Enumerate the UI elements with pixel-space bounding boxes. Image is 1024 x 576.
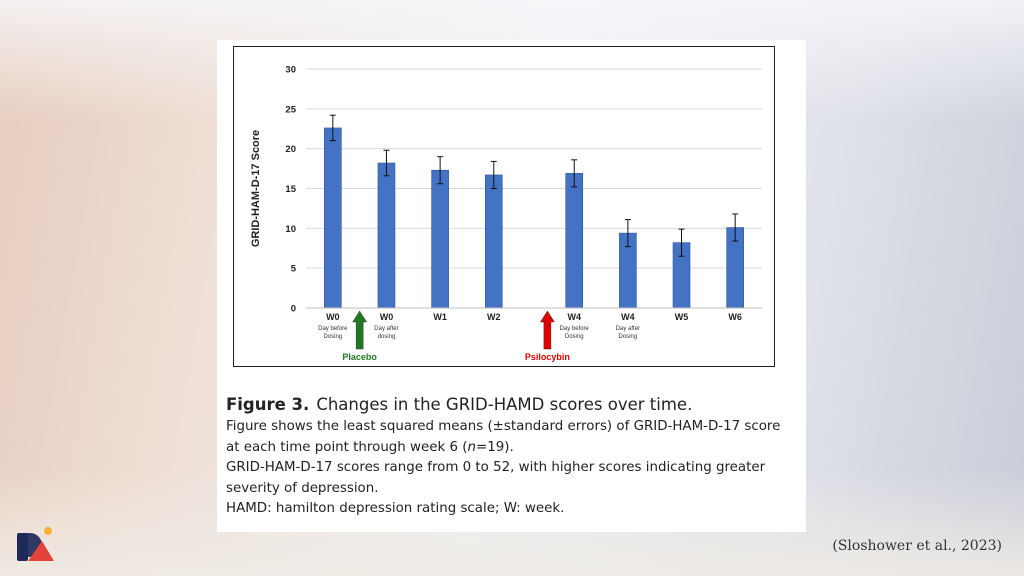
x-tick-sublabel: Dosing (619, 334, 638, 340)
x-tick-sublabel: Dosing (323, 334, 342, 340)
y-tick-label: 15 (285, 184, 296, 195)
x-tick-label: W6 (728, 312, 742, 322)
caption-line-1: Figure shows the least squared means (±s… (226, 417, 801, 438)
x-tick-label: W5 (675, 312, 689, 322)
caption-line-2-pre: at each time point through week 6 ( (226, 439, 468, 455)
y-tick-label: 30 (285, 65, 296, 76)
brand-logo (17, 527, 54, 561)
up-arrow-icon (539, 310, 555, 350)
caption-line-1-text: Figure shows the least squared means (±s… (226, 419, 781, 434)
x-tick-label: W4 (621, 312, 635, 322)
y-tick-label: 10 (285, 224, 296, 235)
x-tick-sublabel: Day before (318, 326, 348, 332)
x-tick-label: W0 (380, 312, 394, 322)
caption-line-3: GRID-HAM-D-17 scores range from 0 to 52,… (226, 460, 766, 475)
chart-frame: 0 5 10 15 20 25 30 GRID-HAM-D-17 Score W0 Day bef… (233, 46, 775, 367)
bar (431, 169, 449, 309)
x-tick-sublabel: Day after (616, 326, 640, 332)
citation: (Sloshower et al., 2023) (832, 538, 1002, 554)
y-tick-label: 5 (291, 264, 297, 275)
x-tick-label: W0 (326, 312, 340, 322)
bar (484, 174, 503, 309)
x-tick-label: W1 (433, 312, 447, 322)
annotation-label: Placebo (342, 352, 377, 362)
logo-dot (44, 527, 52, 535)
x-tick-sublabel: Dosing (565, 334, 584, 340)
logo-triangle (28, 541, 54, 561)
x-tick-sublabel: Day after (374, 326, 398, 332)
x-tick-sublabel: Day before (560, 326, 590, 332)
caption-n-symbol: n (467, 439, 477, 455)
caption-line-2: at each time point through week 6 (n=19)… (226, 438, 801, 459)
x-tick-label: W2 (487, 312, 501, 322)
y-tick-label: 25 (285, 104, 296, 115)
bar (565, 173, 584, 309)
bar-chart: 0 5 10 15 20 25 30 GRID-HAM-D-17 Score W0 Day bef… (250, 65, 762, 362)
x-tick-sublabel: dosing (378, 334, 396, 340)
figure-caption: Figure 3. Changes in the GRID-HAMD scores… (226, 393, 801, 520)
caption-line-4: severity of depression. (226, 480, 379, 496)
bar (377, 162, 396, 309)
figure-card: 0 5 10 15 20 25 30 GRID-HAM-D-17 Score W0 Day bef… (217, 40, 806, 532)
up-arrow-icon (352, 310, 368, 350)
x-tick-label: W4 (567, 312, 581, 322)
figure-label: Figure 3. (226, 395, 310, 414)
figure-title-line: Figure 3. Changes in the GRID-HAMD scores… (226, 393, 801, 417)
y-axis-label: GRID-HAM-D-17 Score (250, 130, 262, 247)
annotation-label: Psilocybin (525, 352, 570, 362)
y-tick-label: 0 (291, 304, 296, 315)
bar (324, 127, 342, 309)
caption-line-5: HAMD: hamilton depression rating scale; … (226, 501, 565, 516)
figure-title: Changes in the GRID-HAMD scores over tim… (316, 395, 693, 414)
caption-line-2-post: =19). (476, 439, 514, 455)
y-tick-label: 20 (285, 144, 296, 155)
